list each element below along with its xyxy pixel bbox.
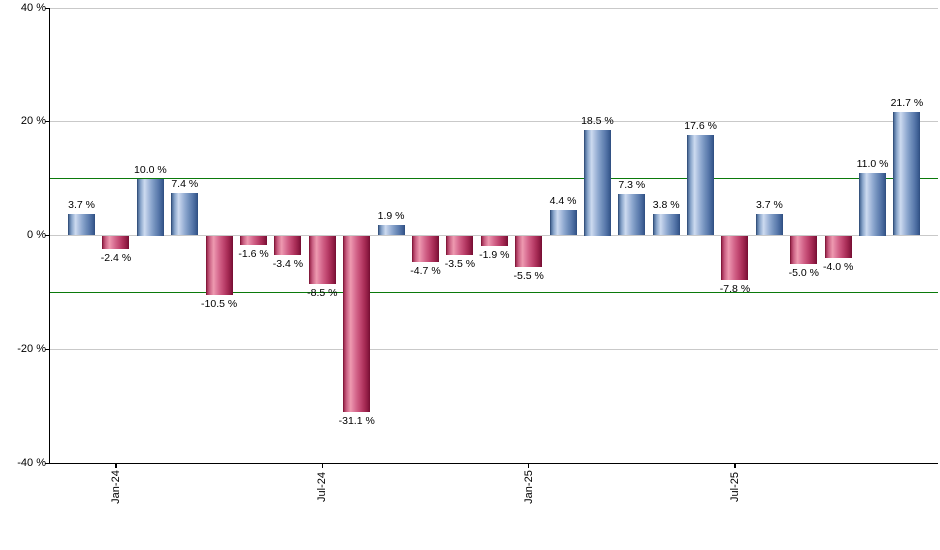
bar-value-label: 18.5 % <box>581 115 614 128</box>
y-axis-tick-label: 40 % <box>20 1 46 14</box>
gridline <box>50 121 938 123</box>
bar-negative <box>274 235 302 255</box>
y-axis-line <box>49 8 51 463</box>
bar-value-label: -10.5 % <box>201 298 238 311</box>
bar-value-label: -4.0 % <box>822 261 854 274</box>
gridline <box>50 235 938 236</box>
y-axis-tick-label: -20 % <box>17 342 46 355</box>
bar-value-label: -5.0 % <box>788 266 819 279</box>
bar-negative <box>790 235 818 264</box>
bar-positive <box>652 213 680 236</box>
bar-negative <box>308 235 336 284</box>
bar-value-label: 7.3 % <box>618 178 646 191</box>
bar-positive <box>687 135 715 236</box>
bar-value-label: -3.5 % <box>444 258 476 271</box>
x-axis-tick-label: Jul-25 <box>728 472 741 502</box>
bar-negative <box>205 235 233 296</box>
bar-value-label: -7.8 % <box>719 282 751 295</box>
bar-value-label: 21.7 % <box>890 97 924 110</box>
y-axis-tick-label: -40 % <box>17 456 46 469</box>
bar-value-label: 3.7 % <box>755 199 783 212</box>
gridline <box>50 348 938 350</box>
x-axis-tick-mark <box>528 463 530 468</box>
bar-value-label: 10.0 % <box>134 163 167 176</box>
bar-positive <box>618 193 646 236</box>
bar-negative <box>721 235 749 280</box>
x-axis-line <box>49 462 938 464</box>
reference-line <box>50 177 938 180</box>
reference-line <box>50 291 938 294</box>
bar-positive <box>583 130 611 236</box>
bar-value-label: 3.8 % <box>652 198 680 211</box>
y-axis-tick-mark <box>45 462 49 464</box>
y-axis-tick-mark <box>45 7 49 9</box>
gridline <box>50 7 938 9</box>
bar-value-label: -4.7 % <box>410 265 441 278</box>
x-axis-tick-label: Jul-24 <box>316 472 329 502</box>
bar-negative <box>343 235 371 413</box>
bar-positive <box>377 224 405 236</box>
x-axis-tick-mark <box>115 463 117 468</box>
bar-positive <box>549 210 577 236</box>
bar-positive <box>859 172 887 236</box>
x-axis-tick-label: Jan-25 <box>522 470 535 504</box>
bar-negative <box>824 235 852 259</box>
bar-value-label: 17.6 % <box>684 120 717 133</box>
bar-value-label: -8.5 % <box>307 286 338 299</box>
bar-value-label: -1.6 % <box>238 247 269 260</box>
bar-positive <box>136 178 164 236</box>
x-axis-tick-label: Jan-24 <box>109 470 122 504</box>
bar-positive <box>893 112 921 236</box>
bar-value-label: 1.9 % <box>377 209 405 222</box>
bar-positive <box>755 214 783 236</box>
y-axis-tick-label: 0 % <box>27 229 46 241</box>
bar-negative <box>480 235 508 247</box>
x-axis-tick-mark <box>734 463 736 468</box>
bar-value-label: 11.0 % <box>856 157 889 170</box>
bar-negative <box>240 235 268 245</box>
bar-negative <box>411 235 439 263</box>
bar-value-label: 4.4 % <box>549 195 577 208</box>
y-axis-tick-mark <box>45 235 49 236</box>
bar-value-label: 7.4 % <box>171 178 199 191</box>
bar-negative <box>446 235 474 256</box>
bar-value-label: -5.5 % <box>513 269 544 282</box>
bar-negative <box>102 235 130 250</box>
x-axis-tick-mark <box>321 463 323 468</box>
bar-value-label: -2.4 % <box>100 252 132 265</box>
y-axis-tick-label: 20 % <box>20 115 46 128</box>
bar-value-label: -31.1 % <box>338 415 375 428</box>
bar-negative <box>515 235 543 267</box>
bar-value-label: -3.4 % <box>272 257 304 270</box>
y-axis-tick-mark <box>45 348 49 350</box>
y-axis-tick-mark <box>45 121 49 123</box>
bar-positive <box>171 193 199 236</box>
bar-value-label: -1.9 % <box>479 249 510 262</box>
bar-positive <box>68 214 96 236</box>
bar-value-label: 3.7 % <box>68 199 96 212</box>
